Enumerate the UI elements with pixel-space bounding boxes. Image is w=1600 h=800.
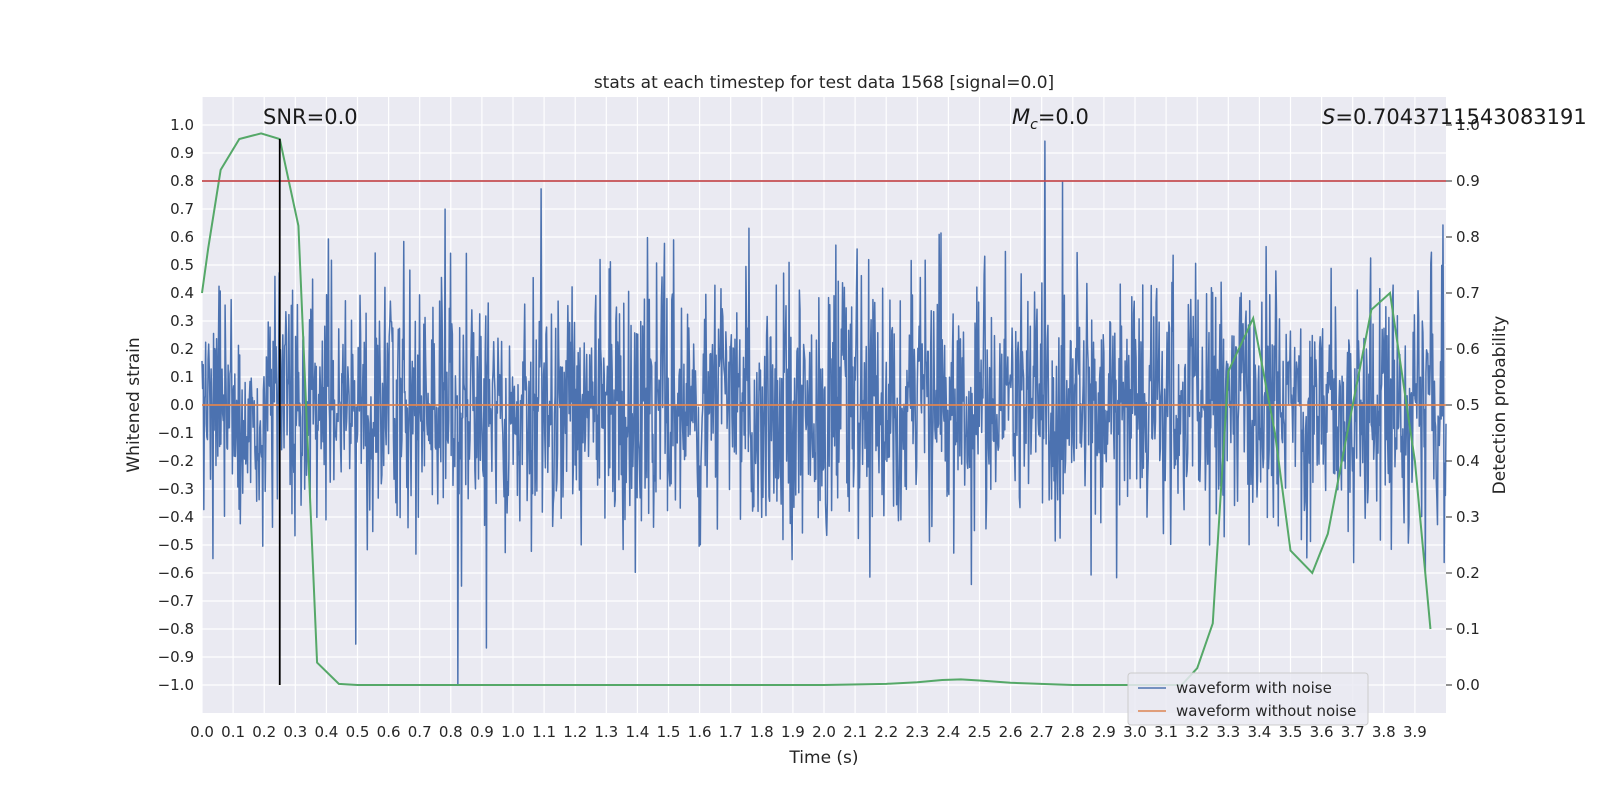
x-tick-label: 3.7 [1341, 723, 1365, 741]
y-tick-label: −0.8 [158, 620, 194, 638]
y-tick-label: 1.0 [170, 116, 194, 134]
x-tick-label: 2.8 [1061, 723, 1085, 741]
y2-tick-label: 0.1 [1456, 620, 1480, 638]
x-tick-label: 1.9 [781, 723, 805, 741]
y2-tick-label: 0.9 [1456, 172, 1480, 190]
x-tick-label: 3.9 [1403, 723, 1427, 741]
series-layer [201, 132, 1447, 686]
y-tick-label: 0.1 [170, 368, 194, 386]
y-tick-label: −0.7 [158, 592, 194, 610]
s-value: =0.7043711543083191 [1335, 105, 1586, 129]
legend: waveform with noise waveform without noi… [1127, 672, 1369, 726]
mc-annotation: Mc=0.0 [1012, 105, 1089, 133]
x-tick-label: 0.3 [283, 723, 307, 741]
x-tick-label: 2.1 [843, 723, 867, 741]
y-tick-label: −0.9 [158, 648, 194, 666]
y2-tick-label: 0.7 [1456, 284, 1480, 302]
s-annotation: S=0.7043711543083191 [1322, 105, 1587, 129]
x-tick-label: 1.0 [501, 723, 525, 741]
x-tick-label: 2.7 [1030, 723, 1054, 741]
y2-tick-label: 0.6 [1456, 340, 1480, 358]
mc-value: =0.0 [1038, 105, 1089, 129]
y2-tick-label: 1.0 [1456, 116, 1480, 134]
x-tick-label: 0.7 [408, 723, 432, 741]
x-tick-label: 3.3 [1216, 723, 1240, 741]
y2-tick-label: 0.8 [1456, 228, 1480, 246]
y-tick-label: −0.3 [158, 480, 194, 498]
series-waveform-with-noise [201, 140, 1447, 686]
legend-label-with-noise: waveform with noise [1176, 679, 1332, 697]
chart-title: stats at each timestep for test data 156… [594, 73, 1054, 93]
x-axis-label: Time (s) [788, 748, 858, 768]
y2-tick-label: 0.0 [1456, 676, 1480, 694]
x-tick-label: 0.5 [346, 723, 370, 741]
snr-annotation: SNR=0.0 [263, 105, 358, 129]
y-tick-label: 0.7 [170, 200, 194, 218]
y-tick-label: 0.2 [170, 340, 194, 358]
y-tick-label: 0.9 [170, 144, 194, 162]
x-tick-label: 3.1 [1154, 723, 1178, 741]
x-tick-label: 3.0 [1123, 723, 1147, 741]
x-tick-label: 3.6 [1310, 723, 1334, 741]
x-tick-label: 3.8 [1372, 723, 1396, 741]
y-tick-label: 0.0 [170, 396, 194, 414]
y-tick-label: −0.4 [158, 508, 194, 526]
x-tick-label: 2.3 [905, 723, 929, 741]
x-tick-label: 1.8 [750, 723, 774, 741]
y-tick-label: 0.3 [170, 312, 194, 330]
x-tick-label: 1.5 [657, 723, 681, 741]
series-detection-probability [201, 132, 1432, 686]
x-tick-label: 0.6 [377, 723, 401, 741]
y-axis-ticks: 1.0 0.9 0.8 0.7 0.6 0.5 0.4 0.3 0.2 0.1 0.0 −0.1 −0.… [158, 116, 194, 694]
mc-subscript: c [1030, 117, 1038, 133]
grid-lines [201, 97, 1446, 713]
y2-tick-label: 0.2 [1456, 564, 1480, 582]
x-tick-label: 2.6 [999, 723, 1023, 741]
y-tick-label: −0.5 [158, 536, 194, 554]
x-tick-label: 1.4 [625, 723, 649, 741]
y2-axis-label: Detection probability [1490, 316, 1510, 495]
y2-axis-ticks: 1.0 0.9 0.8 0.7 0.6 0.5 0.4 0.3 0.2 0.1 0.0 [1446, 116, 1480, 694]
x-tick-label: 0.2 [252, 723, 276, 741]
y-tick-label: −1.0 [158, 676, 194, 694]
x-tick-label: 3.2 [1185, 723, 1209, 741]
y-tick-label: 0.4 [170, 284, 194, 302]
y-tick-label: 0.5 [170, 256, 194, 274]
x-axis-ticks: 0.0 0.1 0.2 0.3 0.4 0.5 0.6 0.7 0.8 0.9 1.0 1.1 1.2 1… [190, 723, 1427, 741]
x-tick-label: 1.3 [594, 723, 618, 741]
s-symbol: S [1322, 105, 1335, 129]
x-tick-label: 1.6 [688, 723, 712, 741]
y-axis-label: Whitened strain [124, 337, 144, 472]
x-tick-label: 2.0 [812, 723, 836, 741]
y2-tick-label: 0.3 [1456, 508, 1480, 526]
y-tick-label: 0.8 [170, 172, 194, 190]
x-tick-label: 3.4 [1247, 723, 1271, 741]
legend-box [1127, 672, 1369, 726]
mc-symbol: M [1012, 105, 1030, 129]
y2-tick-label: 0.5 [1456, 396, 1480, 414]
y-tick-label: −0.1 [158, 424, 194, 442]
x-tick-label: 2.4 [936, 723, 960, 741]
x-tick-label: 0.0 [190, 723, 214, 741]
x-tick-label: 0.1 [221, 723, 245, 741]
x-tick-label: 3.5 [1279, 723, 1303, 741]
x-tick-label: 0.9 [470, 723, 494, 741]
y2-tick-label: 0.4 [1456, 452, 1480, 470]
x-tick-label: 0.4 [314, 723, 338, 741]
reference-lines [202, 139, 1446, 685]
x-tick-label: 1.7 [719, 723, 743, 741]
x-tick-label: 2.5 [968, 723, 992, 741]
y-tick-label: −0.2 [158, 452, 194, 470]
x-tick-label: 2.9 [1092, 723, 1116, 741]
x-tick-label: 1.2 [563, 723, 587, 741]
legend-label-without-noise: waveform without noise [1176, 702, 1356, 720]
x-tick-label: 0.8 [439, 723, 463, 741]
x-tick-label: 1.1 [532, 723, 556, 741]
y-tick-label: 0.6 [170, 228, 194, 246]
y-tick-label: −0.6 [158, 564, 194, 582]
x-tick-label: 2.2 [874, 723, 898, 741]
